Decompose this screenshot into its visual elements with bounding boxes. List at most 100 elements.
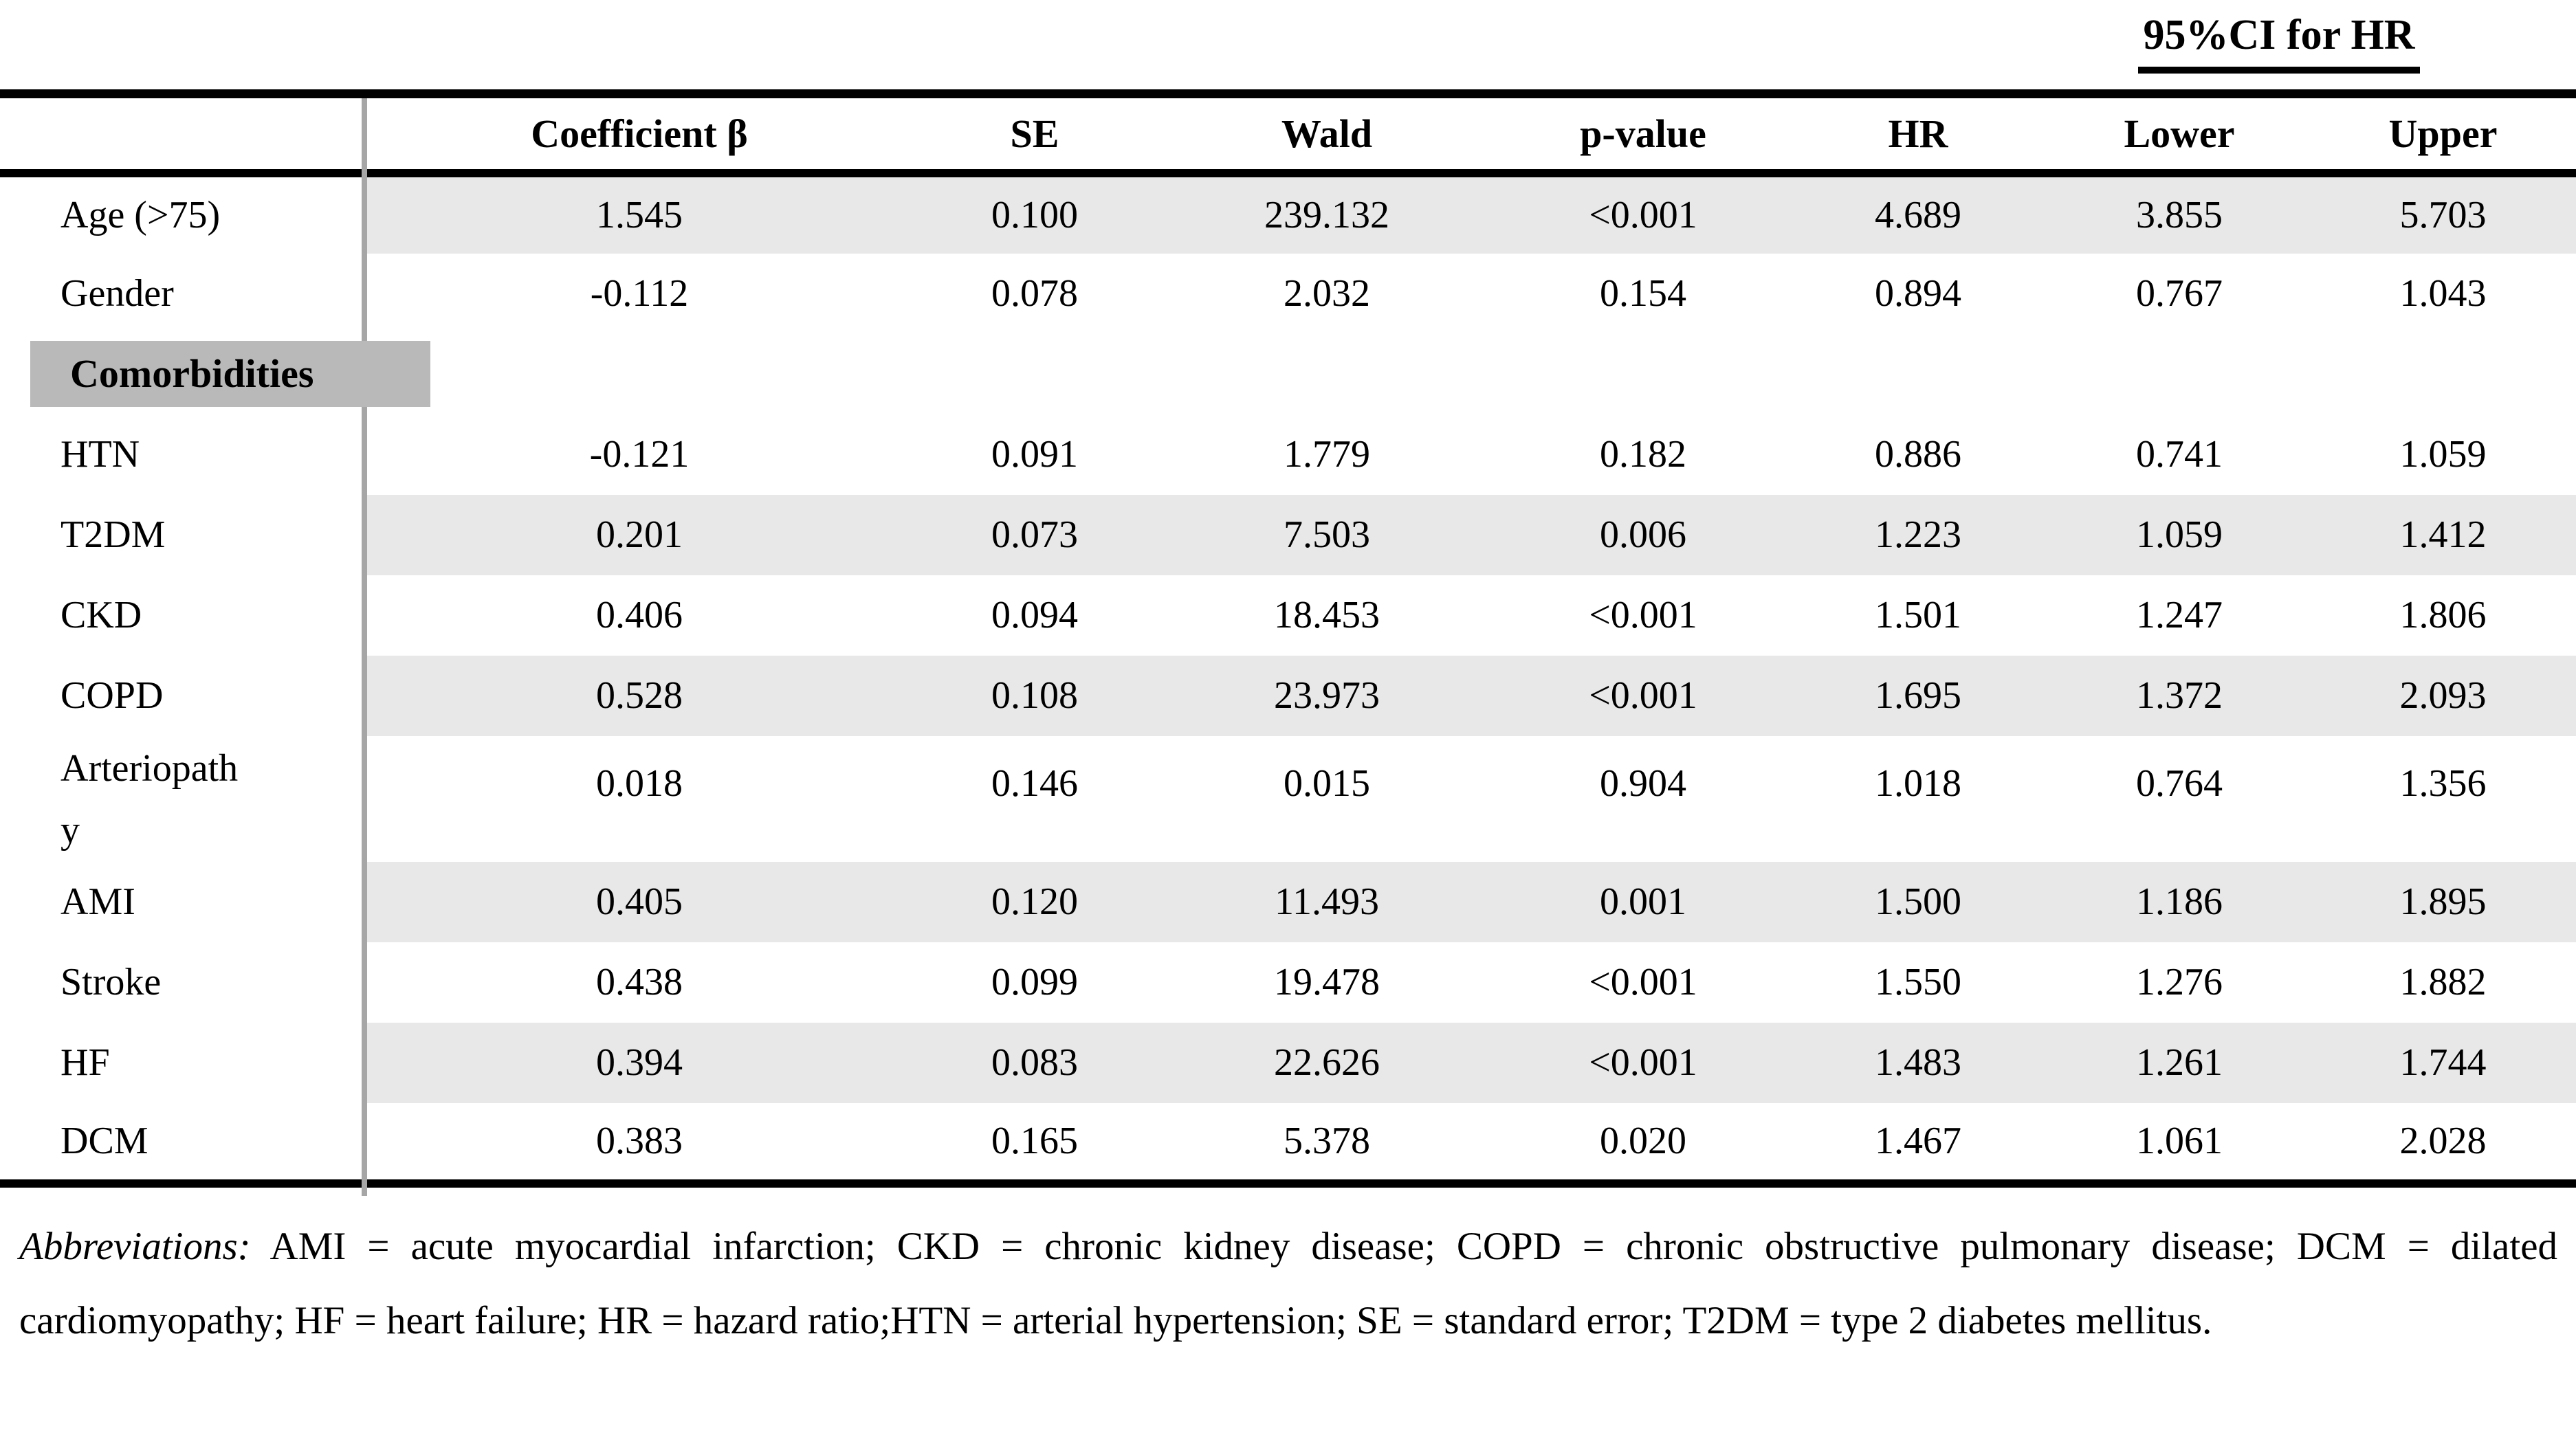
cell-ci-lower: 1.186 bbox=[2049, 861, 2310, 942]
cell-p-value: 0.006 bbox=[1499, 494, 1787, 575]
cell-se: 0.073 bbox=[914, 494, 1155, 575]
row-label: AMI bbox=[0, 861, 364, 942]
table-row: DCM 0.383 0.165 5.378 0.020 1.467 1.061 2.028 bbox=[0, 1102, 2576, 1184]
cell-ci-lower: 1.061 bbox=[2136, 1120, 2223, 1162]
cell-ci-upper: 1.882 bbox=[2399, 961, 2487, 1003]
cell-hr: 1.467 bbox=[1875, 1120, 1961, 1162]
cell-se: 0.094 bbox=[991, 594, 1078, 636]
col-header-empty bbox=[0, 93, 364, 177]
row-label: HF bbox=[0, 1022, 364, 1103]
table-row: Gender -0.112 0.078 2.032 0.154 0.894 0.767 1.0… bbox=[0, 253, 2576, 334]
cell-p-value: 0.154 bbox=[1600, 272, 1686, 315]
ci-for-hr-spanner: 95%CI for HR bbox=[1987, 11, 2571, 74]
cell-p-value: 0.020 bbox=[1600, 1120, 1686, 1162]
cell-se: 0.108 bbox=[914, 655, 1155, 736]
cell-se: 0.165 bbox=[991, 1120, 1078, 1162]
cell-ci-lower: 1.276 bbox=[2136, 961, 2223, 1003]
cell-coefficient: -0.112 bbox=[590, 272, 689, 315]
cell-hr: 4.689 bbox=[1787, 173, 2049, 254]
cell-se: 0.083 bbox=[914, 1022, 1155, 1103]
row-label: Age (>75) bbox=[0, 173, 364, 254]
cell-wald: 7.503 bbox=[1155, 494, 1499, 575]
cell-ci-lower: 1.247 bbox=[2136, 594, 2223, 636]
section-header-comorbidities: Comorbidities bbox=[30, 341, 431, 407]
cell-ci-upper: 2.028 bbox=[2399, 1120, 2487, 1162]
table-row: HF 0.394 0.083 22.626 <0.001 1.483 1.261 1.744 bbox=[0, 1022, 2576, 1103]
section-row: Comorbidities bbox=[0, 334, 2576, 414]
row-label: T2DM bbox=[0, 494, 364, 575]
cell-hr: 1.483 bbox=[1787, 1022, 2049, 1103]
row-label: Gender bbox=[0, 253, 364, 334]
cell-ci-lower: 1.372 bbox=[2049, 655, 2310, 736]
table-row: AMI 0.405 0.120 11.493 0.001 1.500 1.186 1.895 bbox=[0, 861, 2576, 942]
cell-hr: 0.894 bbox=[1875, 272, 1961, 315]
table-row: COPD 0.528 0.108 23.973 <0.001 1.695 1.372 2.09… bbox=[0, 655, 2576, 736]
row-label: HTN bbox=[0, 414, 364, 495]
cell-wald: 23.973 bbox=[1155, 655, 1499, 736]
cell-p-value: <0.001 bbox=[1589, 594, 1697, 636]
table-row: Stroke 0.438 0.099 19.478 <0.001 1.550 1.276 1.… bbox=[0, 942, 2576, 1023]
cell-wald: 11.493 bbox=[1155, 861, 1499, 942]
cell-coefficient: 0.383 bbox=[596, 1120, 683, 1162]
table-row: HTN -0.121 0.091 1.779 0.182 0.886 0.741 1.059 bbox=[0, 414, 2576, 495]
cell-se: 0.078 bbox=[991, 272, 1078, 315]
cell-se: 0.091 bbox=[991, 433, 1078, 476]
cell-p-value: <0.001 bbox=[1499, 655, 1787, 736]
ci-for-hr-label: 95%CI for HR bbox=[2137, 11, 2421, 74]
section-cell: Comorbidities bbox=[0, 334, 2576, 414]
cell-wald: 5.378 bbox=[1284, 1120, 1370, 1162]
cell-wald: 239.132 bbox=[1155, 173, 1499, 254]
cell-coefficient: 0.438 bbox=[596, 961, 683, 1003]
cell-ci-upper: 1.043 bbox=[2399, 272, 2487, 315]
cell-se: 0.120 bbox=[914, 861, 1155, 942]
cell-p-value: <0.001 bbox=[1499, 1022, 1787, 1103]
cell-p-value: <0.001 bbox=[1589, 961, 1697, 1003]
cell-hr: 0.886 bbox=[1875, 433, 1961, 476]
table-row: T2DM 0.201 0.073 7.503 0.006 1.223 1.059 1.412 bbox=[0, 494, 2576, 575]
cell-coefficient: 0.528 bbox=[364, 655, 914, 736]
cell-p-value: <0.001 bbox=[1499, 173, 1787, 254]
row-label: Stroke bbox=[0, 942, 364, 1023]
cell-coefficient: 0.201 bbox=[364, 494, 914, 575]
table-body: Age (>75) 1.545 0.100 239.132 <0.001 4.689 3.8… bbox=[0, 173, 2576, 1184]
cell-wald: 1.779 bbox=[1284, 433, 1370, 476]
cell-coefficient: 1.545 bbox=[364, 173, 914, 254]
cell-ci-upper: 1.806 bbox=[2399, 594, 2487, 636]
cell-coefficient: 0.406 bbox=[596, 594, 683, 636]
cell-ci-upper: 1.895 bbox=[2310, 861, 2576, 942]
table-row: Age (>75) 1.545 0.100 239.132 <0.001 4.689 3.8… bbox=[0, 173, 2576, 254]
cell-wald: 0.015 bbox=[1284, 762, 1370, 805]
row-label: DCM bbox=[0, 1102, 364, 1184]
row-label: COPD bbox=[0, 655, 364, 736]
cell-ci-upper: 5.703 bbox=[2310, 173, 2576, 254]
column-divider-line bbox=[362, 98, 367, 1196]
cell-p-value: 0.904 bbox=[1600, 762, 1686, 805]
cell-wald: 22.626 bbox=[1155, 1022, 1499, 1103]
abbreviations-text: AMI = acute myocardial infarction; CKD =… bbox=[19, 1225, 2557, 1342]
cell-ci-lower: 1.059 bbox=[2049, 494, 2310, 575]
table-row: Arteriopathy 0.018 0.146 0.015 0.904 1.018 0.7… bbox=[0, 735, 2576, 862]
cell-se: 0.099 bbox=[991, 961, 1078, 1003]
cell-ci-upper: 1.412 bbox=[2310, 494, 2576, 575]
cell-ci-upper: 1.059 bbox=[2399, 433, 2487, 476]
row-label: Arteriopathy bbox=[0, 735, 364, 862]
cell-wald: 2.032 bbox=[1284, 272, 1370, 315]
cell-ci-lower: 0.767 bbox=[2136, 272, 2223, 315]
cell-hr: 1.223 bbox=[1787, 494, 2049, 575]
cell-coefficient: 0.405 bbox=[364, 861, 914, 942]
cell-se: 0.100 bbox=[914, 173, 1155, 254]
col-header-ci-lower: Lower bbox=[2049, 93, 2310, 177]
cell-ci-lower: 1.261 bbox=[2049, 1022, 2310, 1103]
col-header-coefficient-beta: Coefficient β bbox=[364, 93, 914, 177]
cell-coefficient: 0.394 bbox=[364, 1022, 914, 1103]
cell-ci-upper: 1.356 bbox=[2399, 762, 2487, 805]
cell-coefficient: 0.018 bbox=[596, 762, 683, 805]
row-label: CKD bbox=[0, 575, 364, 656]
abbreviations-lead: Abbreviations: bbox=[19, 1225, 251, 1268]
col-header-se: SE bbox=[914, 93, 1155, 177]
cell-hr: 1.501 bbox=[1875, 594, 1961, 636]
cell-hr: 1.018 bbox=[1875, 762, 1961, 805]
header-row: Coefficient β SE Wald p-value HR Lower U… bbox=[0, 93, 2576, 177]
col-header-hr: HR bbox=[1787, 93, 2049, 177]
cell-se: 0.146 bbox=[991, 762, 1078, 805]
